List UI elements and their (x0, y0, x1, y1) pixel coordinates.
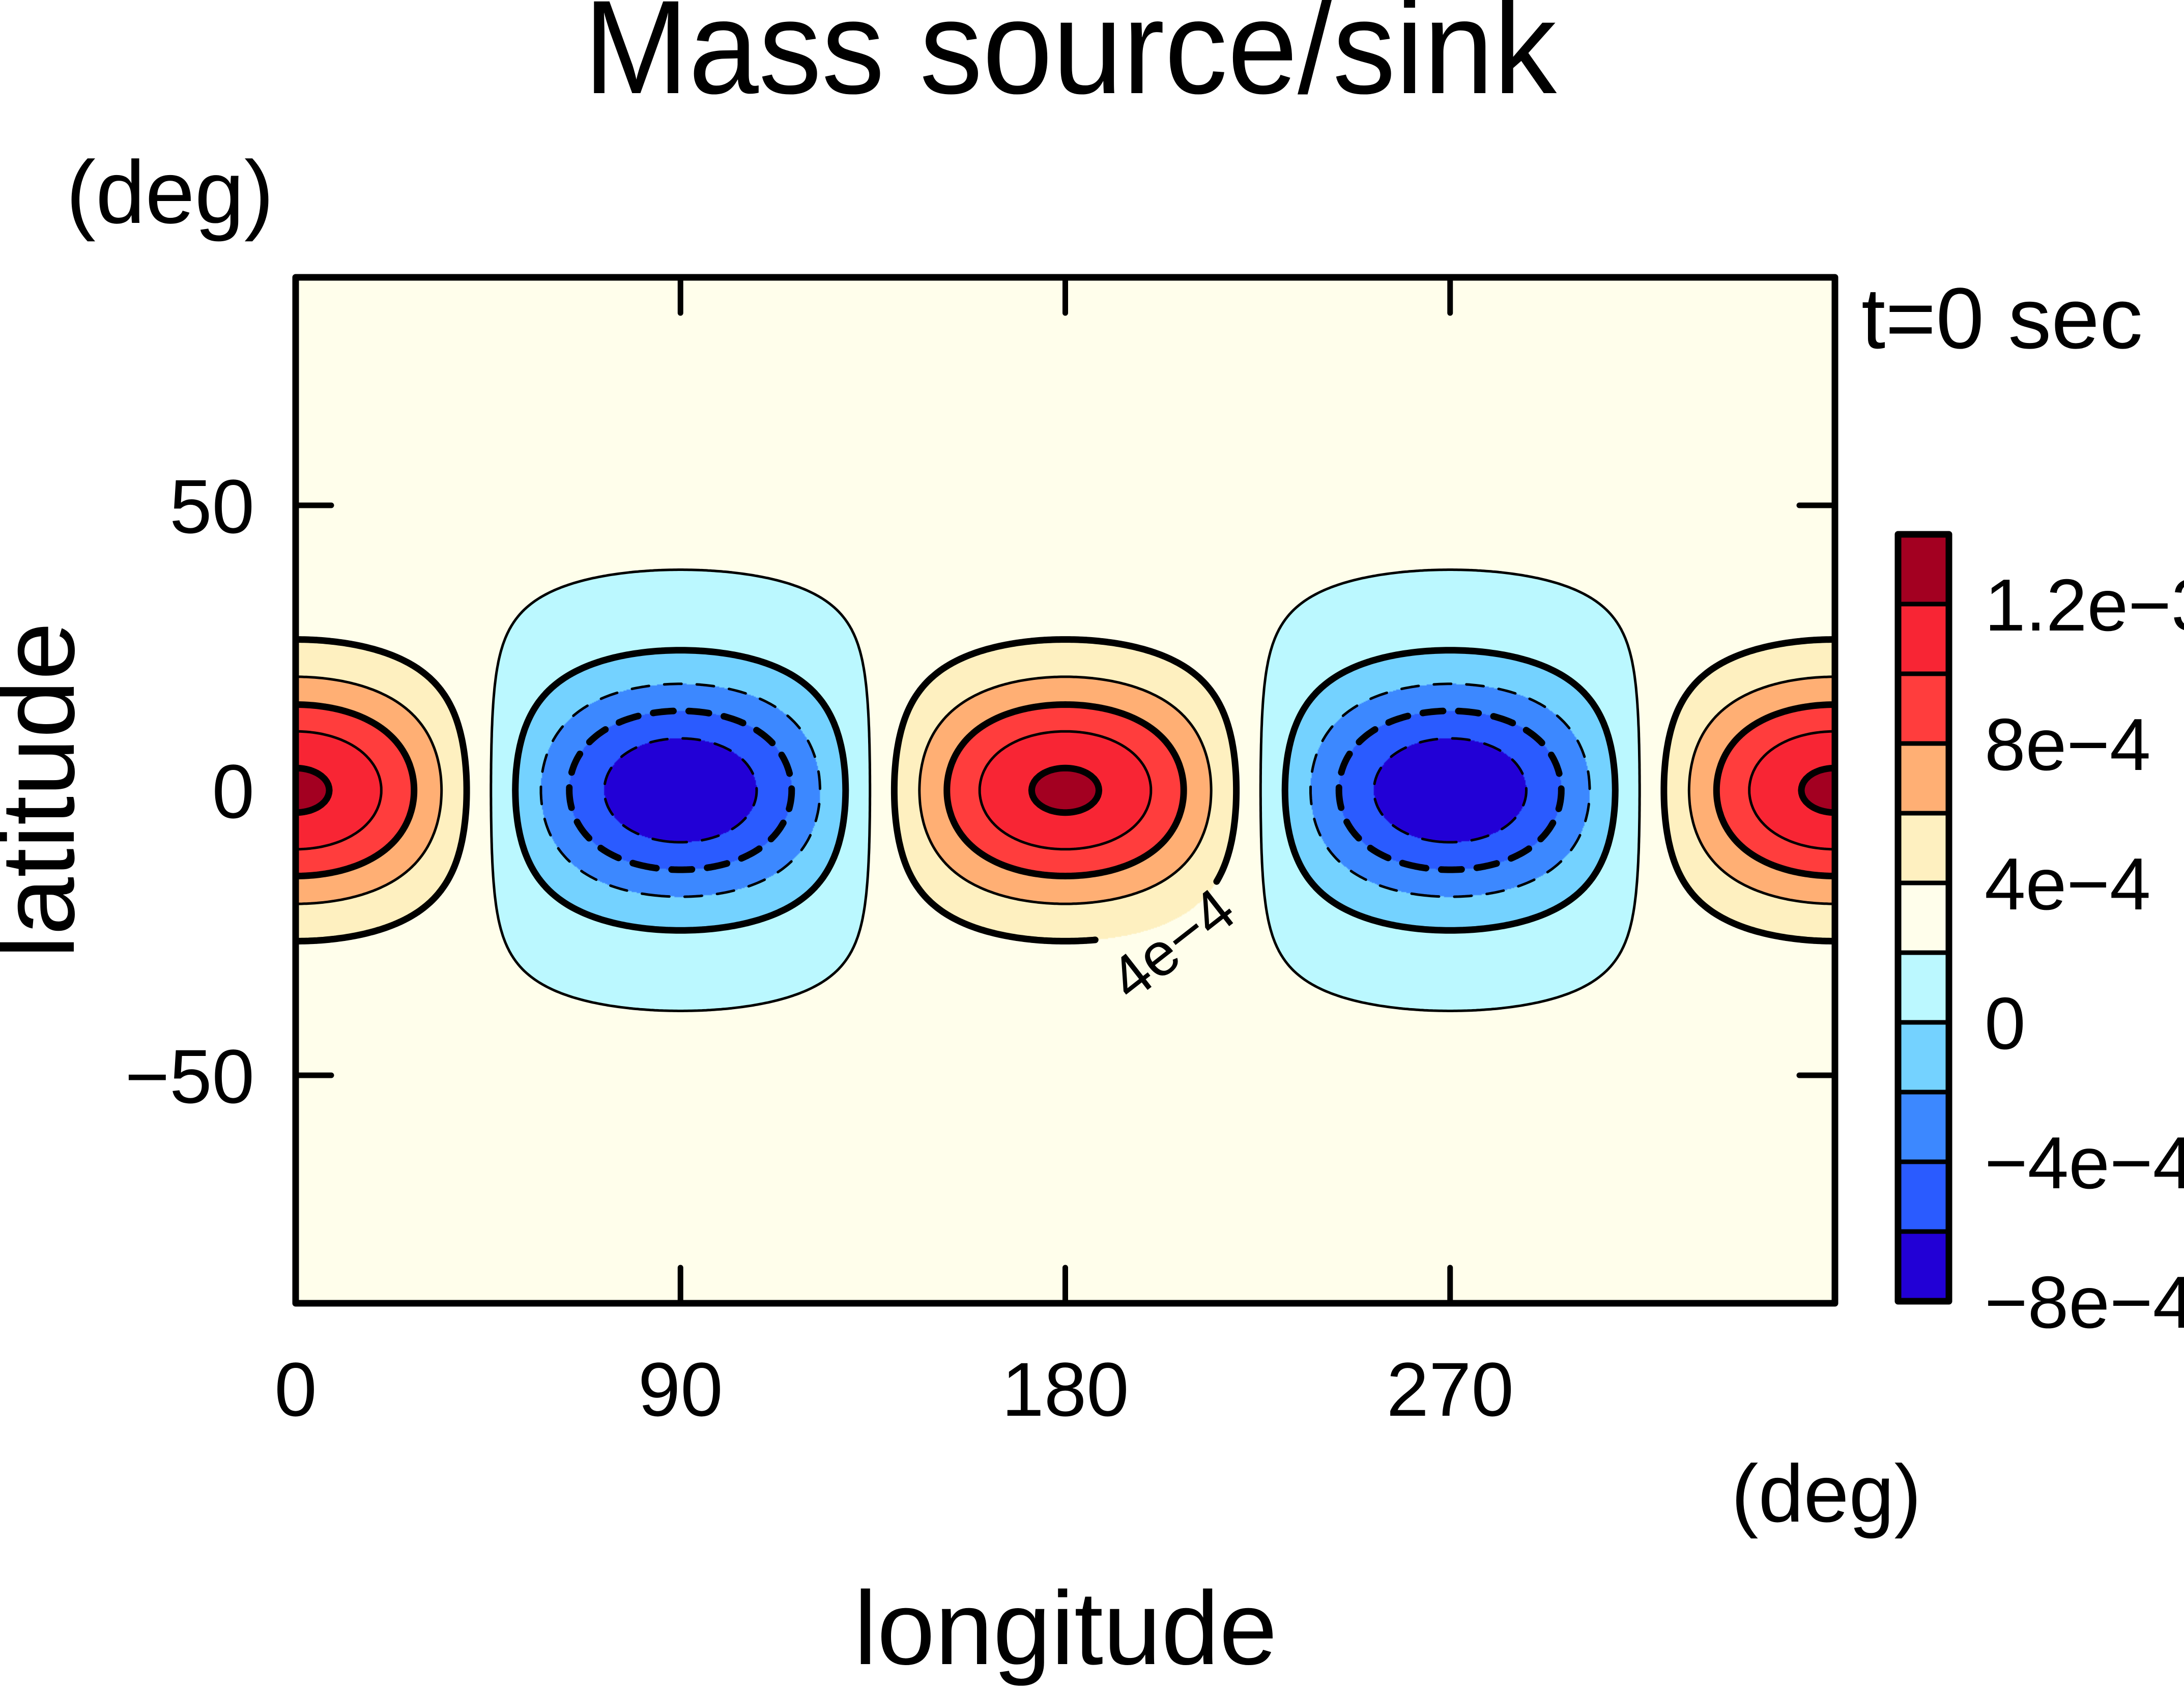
x-tick-labels: 0 90 180 270 (274, 1347, 1514, 1432)
contour-line (292, 636, 470, 945)
colorbar-cell (1895, 811, 1951, 885)
x-tick-label: 270 (1387, 1347, 1514, 1432)
colorbar-cell (1895, 1090, 1951, 1164)
contour-line (292, 701, 418, 879)
y-axis-label: latitude (0, 622, 96, 958)
contour-line (292, 764, 333, 816)
contour-line (1028, 764, 1103, 816)
colorbar-cell (1895, 1159, 1951, 1234)
x-unit-label: (deg) (1731, 1448, 1921, 1539)
plot-frame (292, 274, 1838, 1307)
colorbar-cell (1895, 1229, 1951, 1304)
contour-line (603, 737, 758, 844)
contour-label: 4e−4 (1097, 875, 1247, 1013)
colorbar-tick-label: 0 (1985, 982, 2026, 1065)
contour-line (539, 682, 821, 898)
y-tick-label: 50 (169, 464, 254, 549)
contour-line (490, 568, 872, 1012)
y-tick-label: 0 (212, 749, 254, 834)
y-unit-label: (deg) (66, 143, 274, 242)
filled-contours (296, 277, 1835, 1303)
colorbar-cell (1895, 1020, 1951, 1095)
colorbar-cell (1895, 602, 1951, 676)
colorbar-tick-label: 4e−4 (1985, 843, 2151, 925)
colorbar-cell (1895, 671, 1951, 746)
x-axis-label: longitude (854, 1570, 1277, 1686)
contour-line (294, 675, 443, 905)
x-tick-label: 0 (274, 1347, 317, 1432)
contour-line (1713, 701, 1838, 879)
x-tick-label: 90 (638, 1347, 723, 1432)
y-tick-label: −50 (125, 1034, 254, 1119)
chart-title: Mass source/sink (584, 0, 1559, 122)
colorbar-tick-label: −8e−4 (1985, 1261, 2184, 1343)
colorbar-frame (1894, 531, 1952, 1305)
time-label: t=0 sec (1861, 270, 2143, 367)
colorbar-cell (1895, 880, 1951, 955)
colorbar-tick-label: 1.2e−3 (1985, 564, 2184, 646)
contour-line (1687, 675, 1836, 905)
contour-line (1660, 636, 1838, 945)
plot-axes (292, 274, 1838, 1307)
colorbar-cell (1895, 532, 1951, 607)
contour-line (1309, 682, 1591, 898)
contour-line (1798, 764, 1838, 816)
contour-line (978, 730, 1153, 851)
contour-line (1259, 568, 1641, 1012)
contour-line (512, 647, 849, 934)
contour-line (1281, 647, 1619, 934)
contour-line (566, 707, 795, 873)
colorbar (1894, 531, 1952, 1305)
contour-label-group: 4e−4 (1097, 875, 1247, 1013)
colorbar-cell (1895, 741, 1951, 816)
contour-line (294, 730, 383, 851)
contour-line (1748, 730, 1836, 851)
contour-lines (292, 568, 1838, 1012)
colorbar-tick-label: 8e−4 (1985, 703, 2151, 786)
contour-line (1335, 707, 1565, 873)
x-tick-label: 180 (1001, 1347, 1129, 1432)
colorbar-tick-label: −4e−4 (1985, 1122, 2184, 1204)
y-tick-labels: 50 0 −50 (125, 464, 254, 1119)
contour-line (1372, 737, 1528, 844)
contour-line (890, 636, 1240, 945)
colorbar-labels: 1.2e−3 8e−4 4e−4 0 −4e−4 −8e−4 (1985, 564, 2184, 1343)
colorbar-cell (1895, 950, 1951, 1025)
contour-line (918, 675, 1213, 905)
contour-line (943, 701, 1187, 879)
